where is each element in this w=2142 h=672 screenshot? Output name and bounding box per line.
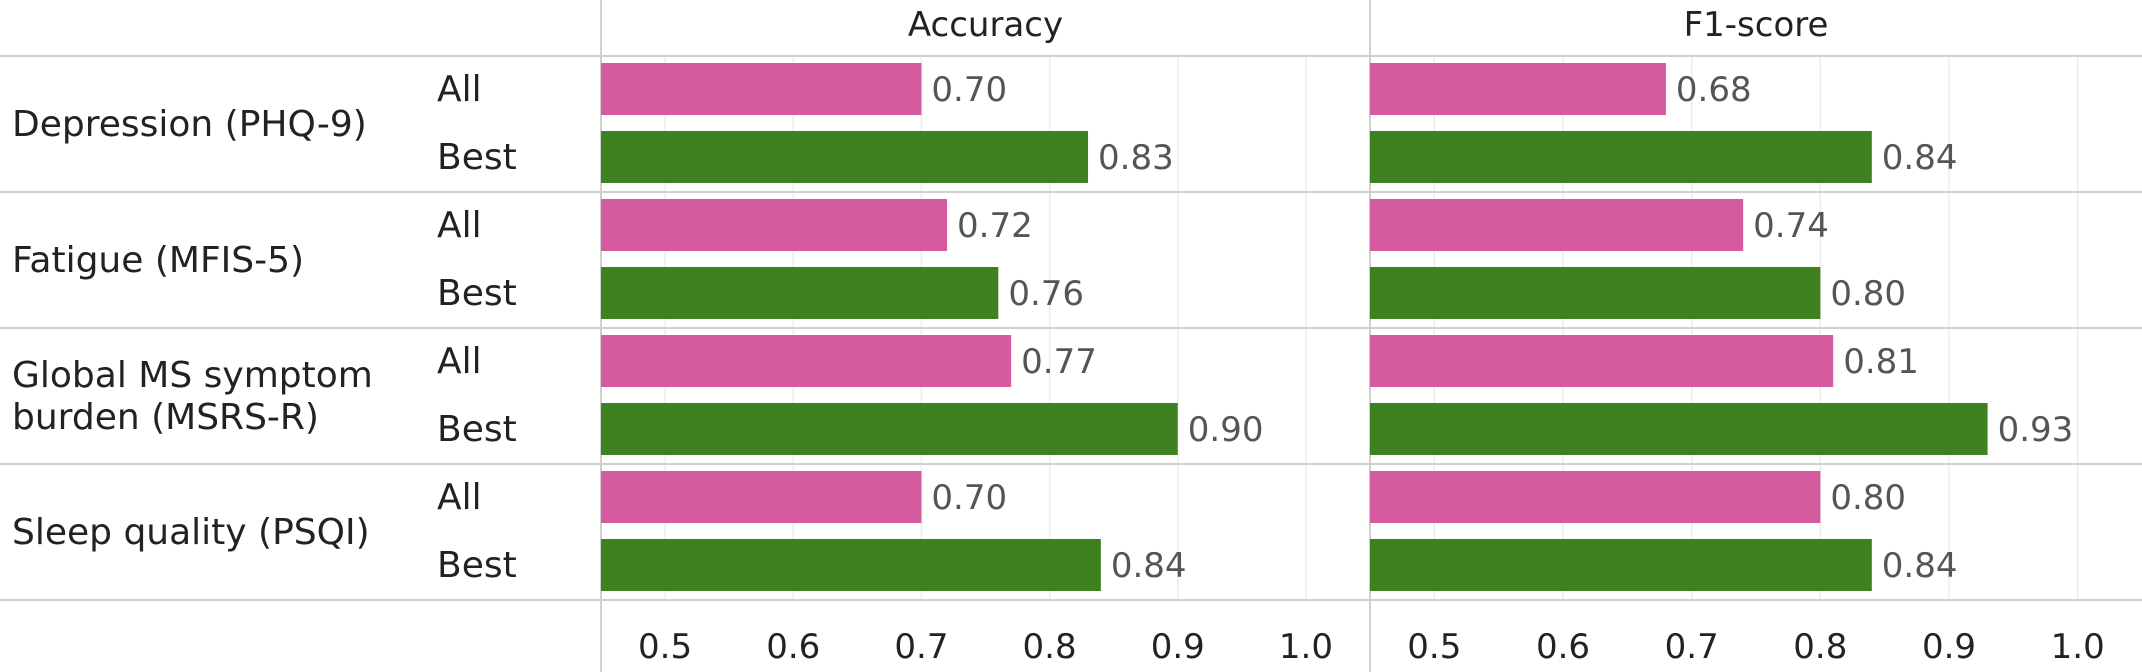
- value-label-accuracy-3-best: 0.84: [1111, 546, 1187, 586]
- tick-label-accuracy-2: 0.7: [894, 627, 948, 667]
- bar-f1-score-3-best: [1370, 539, 1872, 591]
- bar-accuracy-1-all: [601, 199, 948, 251]
- bar-accuracy-3-all: [601, 471, 922, 523]
- bar-f1-score-0-all: [1370, 63, 1666, 115]
- value-label-f1-score-1-all: 0.74: [1753, 206, 1829, 246]
- tick-label-f1-score-1: 0.6: [1536, 627, 1590, 667]
- subcategory-label-3-best: Best: [437, 545, 517, 586]
- bar-f1-score-2-best: [1370, 403, 1988, 455]
- subcategory-label-2-all: All: [437, 341, 482, 382]
- value-label-accuracy-2-best: 0.90: [1188, 410, 1264, 450]
- panel-title-accuracy: Accuracy: [908, 5, 1063, 45]
- bar-accuracy-3-best: [601, 539, 1101, 591]
- subcategory-label-2-best: Best: [437, 409, 517, 450]
- bar-accuracy-0-all: [601, 63, 922, 115]
- panel-title-f1-score: F1-score: [1684, 5, 1829, 45]
- group-label-2-line-1: burden (MSRS-R): [12, 397, 319, 438]
- bar-accuracy-2-best: [601, 403, 1178, 455]
- bar-f1-score-0-best: [1370, 131, 1872, 183]
- bar-accuracy-0-best: [601, 131, 1089, 183]
- tick-label-f1-score-3: 0.8: [1793, 627, 1847, 667]
- bar-f1-score-2-all: [1370, 335, 1834, 387]
- bar-accuracy-2-all: [601, 335, 1012, 387]
- subcategory-label-1-all: All: [437, 205, 482, 246]
- value-label-accuracy-2-all: 0.77: [1021, 342, 1097, 382]
- tick-label-f1-score-4: 0.9: [1922, 627, 1976, 667]
- value-label-accuracy-0-all: 0.70: [931, 70, 1007, 110]
- value-label-f1-score-3-best: 0.84: [1882, 546, 1958, 586]
- group-label-2-line-0: Global MS symptom: [12, 355, 373, 396]
- tick-label-f1-score-0: 0.5: [1407, 627, 1461, 667]
- group-label-3-line-0: Sleep quality (PSQI): [12, 512, 370, 553]
- value-label-accuracy-1-best: 0.76: [1008, 274, 1084, 314]
- tick-label-accuracy-1: 0.6: [766, 627, 820, 667]
- subcategory-label-0-best: Best: [437, 137, 517, 178]
- value-label-f1-score-0-best: 0.84: [1882, 138, 1958, 178]
- tick-label-f1-score-2: 0.7: [1665, 627, 1719, 667]
- subcategory-label-1-best: Best: [437, 273, 517, 314]
- subcategory-label-3-all: All: [437, 477, 482, 518]
- value-label-accuracy-1-all: 0.72: [957, 206, 1033, 246]
- tick-label-accuracy-0: 0.5: [638, 627, 692, 667]
- value-label-accuracy-0-best: 0.83: [1098, 138, 1174, 178]
- bar-f1-score-1-all: [1370, 199, 1744, 251]
- value-label-f1-score-1-best: 0.80: [1830, 274, 1906, 314]
- tick-label-accuracy-5: 1.0: [1279, 627, 1333, 667]
- bar-accuracy-1-best: [601, 267, 999, 319]
- group-label-0-line-0: Depression (PHQ-9): [12, 104, 367, 145]
- tick-label-accuracy-3: 0.8: [1023, 627, 1077, 667]
- tick-label-f1-score-5: 1.0: [2051, 627, 2105, 667]
- bar-f1-score-1-best: [1370, 267, 1821, 319]
- value-label-accuracy-3-all: 0.70: [931, 478, 1007, 518]
- value-label-f1-score-2-all: 0.81: [1843, 342, 1919, 382]
- tick-label-accuracy-4: 0.9: [1151, 627, 1205, 667]
- value-label-f1-score-3-all: 0.80: [1830, 478, 1906, 518]
- bar-f1-score-3-all: [1370, 471, 1821, 523]
- subcategory-label-0-all: All: [437, 69, 482, 110]
- group-label-1-line-0: Fatigue (MFIS-5): [12, 240, 304, 281]
- value-label-f1-score-0-all: 0.68: [1676, 70, 1752, 110]
- value-label-f1-score-2-best: 0.93: [1998, 410, 2074, 450]
